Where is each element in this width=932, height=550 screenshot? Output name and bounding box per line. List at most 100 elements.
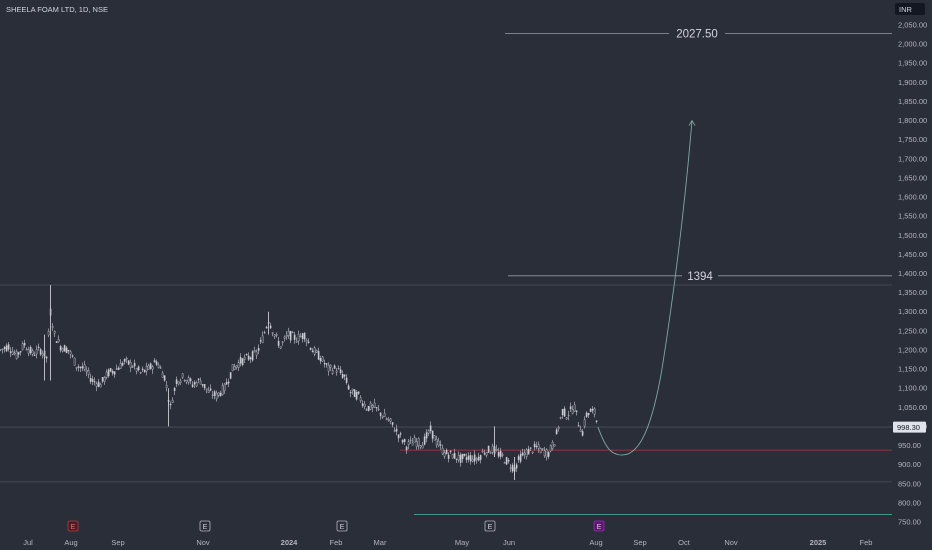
candle-body [51, 326, 54, 328]
earnings-marker[interactable]: E [199, 520, 211, 532]
candle-body [475, 458, 478, 461]
y-tick-label: 1,150.00 [898, 365, 927, 374]
candle-body [395, 428, 398, 432]
earnings-marker-label: E [340, 524, 345, 531]
earnings-marker[interactable]: E [67, 520, 79, 532]
x-tick-label: Oct [678, 538, 691, 547]
candle-body [435, 439, 438, 445]
candle-body [75, 366, 78, 369]
candle-body [387, 419, 390, 422]
candle-body [577, 425, 580, 427]
candle-body [413, 437, 416, 443]
candle-body [181, 373, 184, 378]
candle-body [83, 364, 86, 370]
candle-body [141, 368, 144, 370]
candle-body [91, 378, 94, 382]
candle-body [3, 347, 6, 350]
candle-body [127, 360, 130, 365]
candles-layer [0, 284, 598, 480]
candle-body [349, 391, 352, 394]
candle-body [155, 361, 158, 365]
candle-body [199, 380, 202, 385]
candle-body [483, 453, 486, 455]
candle-body [247, 355, 250, 360]
time-axis[interactable]: Jul Aug Sep Nov 2024 Feb Mar May Jun Aug Sep Oct Nov… [23, 538, 872, 547]
candle-body [137, 366, 140, 371]
candle-body [381, 416, 384, 418]
currency-button[interactable]: INR [895, 3, 925, 15]
candle-body [219, 392, 222, 396]
candle-body [419, 445, 422, 448]
candle-body [549, 445, 552, 452]
currency-label: INR [899, 5, 913, 14]
candle-body [393, 430, 396, 432]
candle-body [591, 408, 594, 411]
candle-body [67, 349, 70, 352]
candle-body [125, 358, 128, 360]
x-tick-label: Jul [23, 538, 33, 547]
y-tick-label: 1,350.00 [898, 288, 927, 297]
candle-body [213, 391, 216, 396]
candle-body [311, 350, 314, 353]
candle-body [485, 452, 488, 456]
candle-body [405, 446, 408, 451]
candle-body [529, 447, 532, 449]
candle-body [225, 381, 228, 385]
candle-body [367, 406, 370, 411]
y-tick-label: 2,000.00 [898, 40, 927, 49]
candle-body [325, 363, 328, 365]
candle-body [545, 449, 548, 458]
x-tick-label: Jun [503, 538, 515, 547]
candle-body [163, 375, 166, 381]
projection-curve[interactable] [597, 120, 693, 456]
candle-body [585, 412, 588, 417]
projection-arrowhead [688, 119, 696, 126]
candle-body [297, 334, 300, 342]
last-price-value: 998.30 [897, 423, 920, 432]
candle-body [467, 455, 470, 460]
candle-body [175, 379, 178, 385]
price-axis[interactable]: 2,050.00 2,000.00 1,950.00 1,900.00 1,850.00… [893, 21, 927, 527]
earnings-marker[interactable]: E [336, 520, 348, 532]
x-tick-label: Sep [111, 538, 124, 547]
y-tick-label: 750.00 [898, 518, 921, 527]
candle-body [421, 444, 424, 449]
candle-body [109, 368, 112, 372]
candle-body [547, 452, 550, 457]
candle-body [429, 425, 432, 432]
candle-body [461, 453, 464, 459]
candle-body [437, 440, 440, 447]
candle-body [337, 368, 340, 370]
candle-body [531, 451, 534, 454]
candle-body [173, 388, 176, 391]
candle-body [303, 332, 306, 340]
candle-body [323, 363, 326, 365]
candle-body [397, 434, 400, 439]
candle-body [409, 439, 412, 442]
candle-body [223, 383, 226, 391]
candle-body [347, 385, 350, 390]
candle-body [375, 407, 378, 409]
earnings-marker[interactable]: E [484, 520, 496, 532]
candle-body [55, 341, 58, 343]
x-tick-label: May [455, 538, 469, 547]
candle-body [79, 366, 82, 369]
candle-body [559, 417, 562, 419]
candle-body [31, 350, 34, 355]
candle-body [355, 392, 358, 400]
candle-body [169, 403, 172, 406]
candle-body [231, 364, 234, 372]
last-price-tag: 998.30 [893, 421, 926, 433]
candle-body [589, 408, 592, 412]
candle-body [251, 351, 254, 361]
candle-body [11, 351, 14, 355]
candle-body [229, 372, 232, 379]
candle-body [159, 367, 162, 369]
candle-body [263, 332, 266, 334]
candle-body [579, 429, 582, 432]
candle-body [209, 388, 212, 391]
candle-body [571, 409, 574, 414]
earnings-marker[interactable]: E [593, 520, 605, 532]
